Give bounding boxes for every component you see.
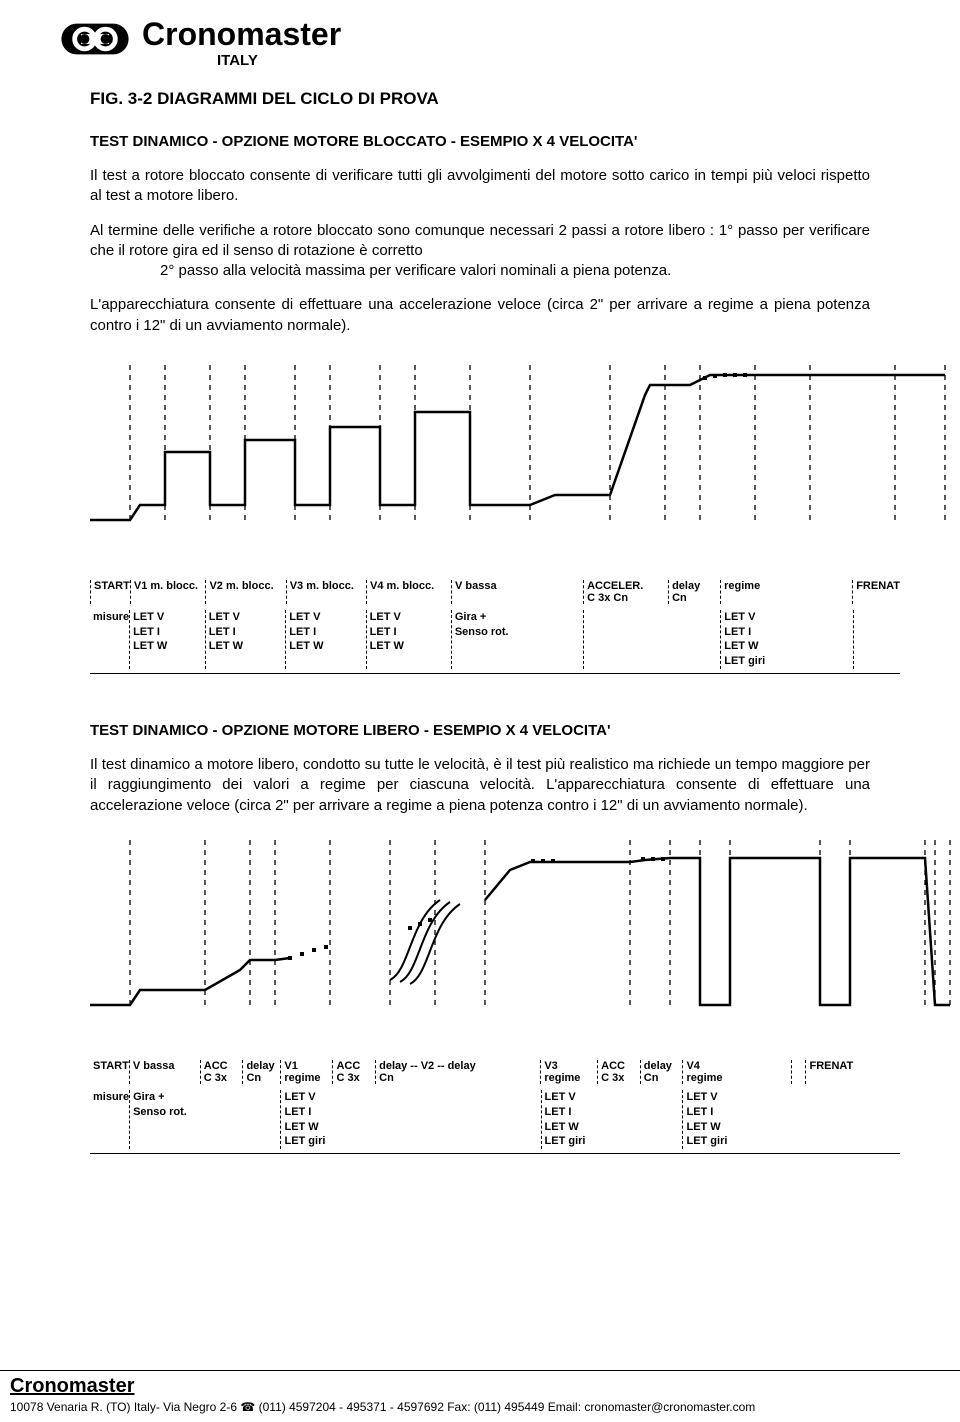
phase-label: ACCELER.C 3x Cn	[583, 580, 668, 604]
section1-para1: Il test a rotore bloccato consente di ve…	[90, 166, 870, 207]
section1-para3: L'apparecchiatura consente di effettuare…	[90, 295, 870, 336]
phase-label: ACCC 3x	[200, 1060, 243, 1084]
phase-label: ACCC 3x	[597, 1060, 640, 1084]
diagram1-measure-labels: misureLET VLET ILET WLET VLET ILET WLET …	[90, 610, 900, 674]
measure-label	[583, 610, 720, 669]
phase-label: V2 m. blocc.	[205, 580, 285, 604]
measure-label: LET VLET ILET WLET giri	[682, 1090, 900, 1149]
section2-para1: Il test dinamico a motore libero, condot…	[90, 755, 870, 816]
footer-brand: Cronomaster	[10, 1375, 134, 1398]
footer-contact-line: 10078 Venaria R. (TO) Italy- Via Negro 2…	[10, 1400, 755, 1414]
measure-label: LET VLET ILET W	[129, 610, 205, 669]
measure-label: LET VLET ILET WLET giri	[720, 610, 852, 669]
section2-title: TEST DINAMICO - OPZIONE MOTORE LIBERO - …	[90, 722, 900, 739]
diagram1-wrap	[90, 350, 900, 580]
phase-label: V1 m. blocc.	[130, 580, 206, 604]
diagram2-phase-labels: STARTV bassaACCC 3xdelayCnV1regimeACCC 3…	[90, 1060, 900, 1084]
section1-title: TEST DINAMICO - OPZIONE MOTORE BLOCCATO …	[90, 133, 900, 150]
brand-logo-icon	[60, 18, 130, 60]
page-footer: Cronomaster 10078 Venaria R. (TO) Italy-…	[0, 1370, 960, 1422]
phase-label: delayCn	[242, 1060, 280, 1084]
measure-label: LET VLET ILET WLET giri	[541, 1090, 683, 1149]
diagram2-measure-labels: misureGira +Senso rot.LET VLET ILET WLET…	[90, 1090, 900, 1154]
phase-label: delay -- V2 -- delayCn	[375, 1060, 540, 1084]
measure-label: LET VLET ILET WLET giri	[280, 1090, 540, 1149]
measure-label: Gira +Senso rot.	[451, 610, 583, 669]
phase-label: V3regime	[540, 1060, 597, 1084]
phase-label	[791, 1060, 805, 1084]
diagram1-phase-labels: STARTV1 m. blocc.V2 m. blocc.V3 m. blocc…	[90, 580, 900, 604]
phase-label: V bassa	[129, 1060, 200, 1084]
measure-label: LET VLET ILET W	[205, 610, 285, 669]
measure-label: Gira +Senso rot.	[129, 1090, 280, 1149]
diagram1-svg	[90, 350, 960, 580]
measure-label: misure	[90, 1090, 129, 1149]
measure-label: LET VLET ILET W	[285, 610, 365, 669]
phase-label: ACCC 3x	[332, 1060, 375, 1084]
phase-label: V bassa	[451, 580, 583, 604]
brand-name: Cronomaster	[142, 18, 341, 50]
phase-label: V4regime	[682, 1060, 791, 1084]
phase-label: START	[90, 580, 130, 604]
diagram2-svg	[90, 830, 960, 1060]
measure-label	[853, 610, 900, 669]
phase-label: delayCn	[640, 1060, 683, 1084]
phase-label: V3 m. blocc.	[286, 580, 366, 604]
phase-label: FRENAT	[805, 1060, 900, 1084]
section1-para2a: Al termine delle verifiche a rotore bloc…	[90, 222, 870, 259]
phase-label: START	[90, 1060, 129, 1084]
figure-title: FIG. 3-2 DIAGRAMMI DEL CICLO DI PROVA	[90, 89, 900, 109]
phase-label: V1regime	[280, 1060, 332, 1084]
phase-label: FRENAT	[852, 580, 900, 604]
measure-label: misure	[90, 610, 129, 669]
section1-para2: Al termine delle verifiche a rotore bloc…	[90, 221, 870, 282]
brand-country: ITALY	[217, 52, 341, 69]
section1-para2b: 2° passo alla velocità massima per verif…	[90, 261, 870, 281]
brand-header: Cronomaster ITALY	[60, 18, 900, 69]
diagram2-wrap	[90, 830, 900, 1060]
phase-label: delayCn	[668, 580, 720, 604]
measure-label: LET VLET ILET W	[366, 610, 451, 669]
phase-label: regime	[720, 580, 852, 604]
phase-label: V4 m. blocc.	[366, 580, 451, 604]
